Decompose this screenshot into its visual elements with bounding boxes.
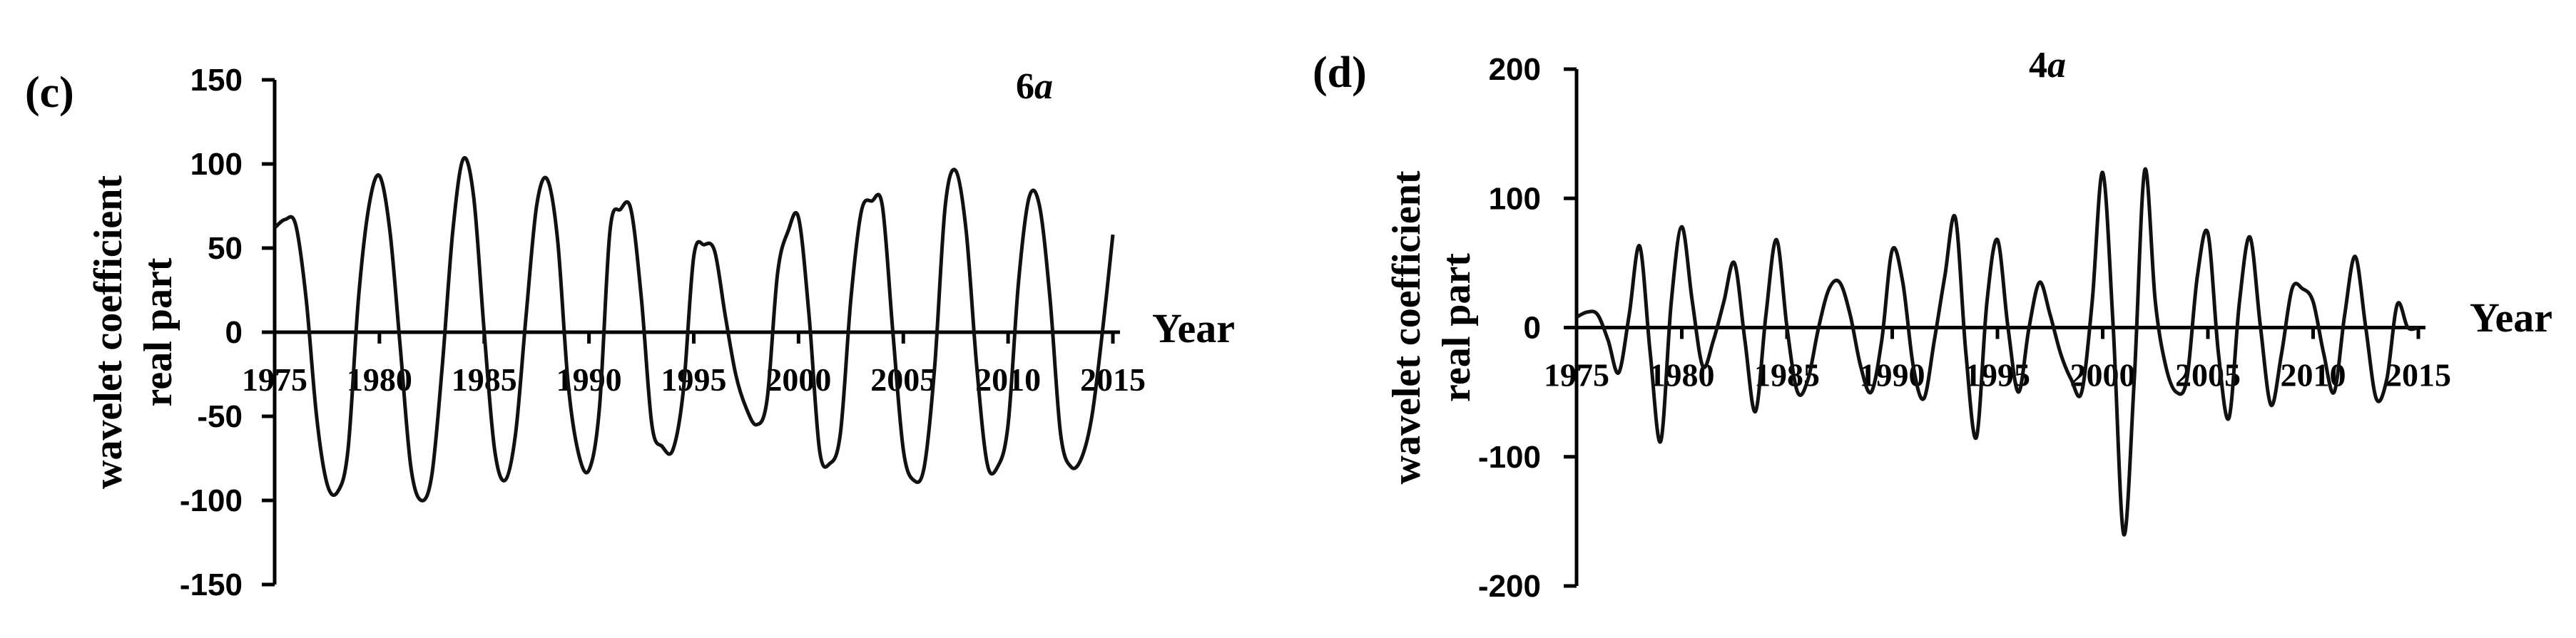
- x-tick-label: 2000: [765, 361, 831, 398]
- x-axis-label: Year: [2470, 294, 2552, 341]
- panel-label: (c): [25, 68, 74, 117]
- chart-title: 6a: [1016, 66, 1053, 107]
- x-tick-label: 2015: [2386, 357, 2451, 393]
- y-tick-label: 150: [190, 63, 243, 98]
- y-tick-label: 50: [208, 231, 243, 266]
- y-tick-label: -100: [1478, 440, 1541, 475]
- y-axis-label-line2: real part: [1435, 253, 1479, 402]
- x-tick-label: 1985: [452, 361, 517, 398]
- panel-label: (d): [1313, 48, 1367, 97]
- x-axis-label: Year: [1152, 305, 1235, 351]
- y-tick-label: 0: [225, 315, 243, 350]
- series-line: [273, 155, 1115, 503]
- chart-title: 4a: [2029, 45, 2066, 86]
- y-tick-label: 100: [190, 147, 243, 182]
- y-tick-label: -200: [1478, 569, 1541, 604]
- y-tick-label: -100: [180, 483, 243, 518]
- y-axis-label-line1: wavelet coefficient: [1385, 170, 1429, 484]
- y-axis-label-line2: real part: [136, 257, 180, 406]
- x-tick-label: 1995: [661, 361, 727, 398]
- x-tick-label: 2000: [2070, 357, 2136, 393]
- y-tick-label: 200: [1489, 52, 1541, 87]
- x-tick-label: 1975: [242, 361, 307, 398]
- y-tick-label: -50: [197, 399, 243, 434]
- y-tick-label: 100: [1489, 181, 1541, 216]
- series-line: [1575, 167, 2419, 537]
- x-tick-label: 2005: [870, 361, 936, 398]
- y-tick-label: -150: [180, 567, 243, 602]
- x-tick-label: 1980: [1649, 357, 1715, 393]
- x-tick-label: 1975: [1544, 357, 1609, 393]
- y-tick-label: 0: [1524, 311, 1541, 346]
- y-axis-label: wavelet coefficient real part: [86, 175, 180, 489]
- x-tick-label: 2015: [1080, 361, 1146, 398]
- chart-title-variable: a: [2047, 45, 2066, 86]
- chart-title-number: 4: [2029, 45, 2047, 86]
- chart-title-number: 6: [1016, 66, 1034, 107]
- y-axis-label-line1: wavelet coefficient: [86, 175, 131, 489]
- x-tick-label: 2010: [975, 361, 1041, 398]
- chart-title-variable: a: [1034, 66, 1053, 107]
- y-axis-label: wavelet coefficient real part: [1385, 170, 1479, 484]
